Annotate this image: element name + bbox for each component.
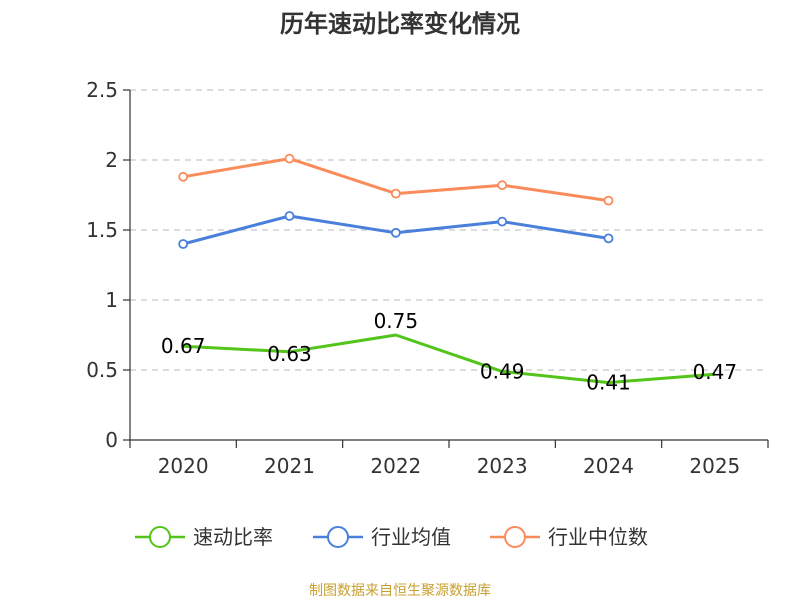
x-tick-label: 2024 — [583, 454, 634, 478]
data-label: 0.63 — [267, 342, 312, 366]
y-tick-label: 0 — [105, 428, 118, 452]
data-point — [497, 180, 508, 191]
data-label: 0.41 — [586, 371, 631, 395]
x-tick-label: 2020 — [158, 454, 209, 478]
series-lines — [178, 153, 715, 385]
data-point — [178, 171, 189, 182]
chart-title: 历年速动比率变化情况 — [280, 10, 520, 38]
y-tick-label: 0.5 — [86, 358, 118, 382]
legend-marker — [504, 526, 526, 548]
legend-item: 速动比率 — [135, 525, 273, 549]
x-tick-label: 2021 — [264, 454, 315, 478]
y-tick-label: 2 — [105, 148, 118, 172]
data-point — [497, 216, 508, 227]
y-tick-label: 2.5 — [86, 78, 118, 102]
legend-item: 行业均值 — [313, 525, 451, 549]
y-tick-label: 1 — [105, 288, 118, 312]
data-label: 0.47 — [693, 360, 738, 384]
data-label: 0.49 — [480, 359, 525, 383]
legend-marker — [149, 526, 171, 548]
y-tick-label: 1.5 — [86, 218, 118, 242]
data-label: 0.67 — [161, 334, 206, 358]
x-tick-label: 2023 — [477, 454, 528, 478]
legend: 速动比率 行业均值 行业中位数 — [135, 525, 648, 549]
data-point — [390, 188, 401, 199]
data-label: 0.75 — [374, 309, 419, 333]
data-point — [284, 211, 295, 221]
source-note: 制图数据来自恒生聚源数据库 — [309, 583, 491, 599]
data-point — [603, 233, 614, 244]
data-labels: 0.67 0.63 0.75 0.49 0.41 0.47 — [161, 309, 737, 395]
grid-lines — [130, 89, 768, 371]
x-tick-label: 2022 — [370, 454, 421, 478]
axes: 0 0.5 1 1.5 2 2.5 2020 2021 2022 2023 2024 2025 — [86, 78, 769, 478]
legend-label: 行业均值 — [371, 525, 451, 549]
legend-label: 行业中位数 — [548, 525, 648, 549]
legend-label: 速动比率 — [193, 525, 273, 549]
x-tick-label: 2025 — [689, 454, 740, 478]
data-point — [178, 239, 189, 249]
data-point — [390, 227, 401, 238]
legend-marker — [327, 526, 349, 548]
series-line-1 — [183, 333, 715, 385]
data-point — [284, 153, 295, 164]
data-point — [603, 195, 614, 206]
legend-item: 行业中位数 — [490, 525, 648, 549]
